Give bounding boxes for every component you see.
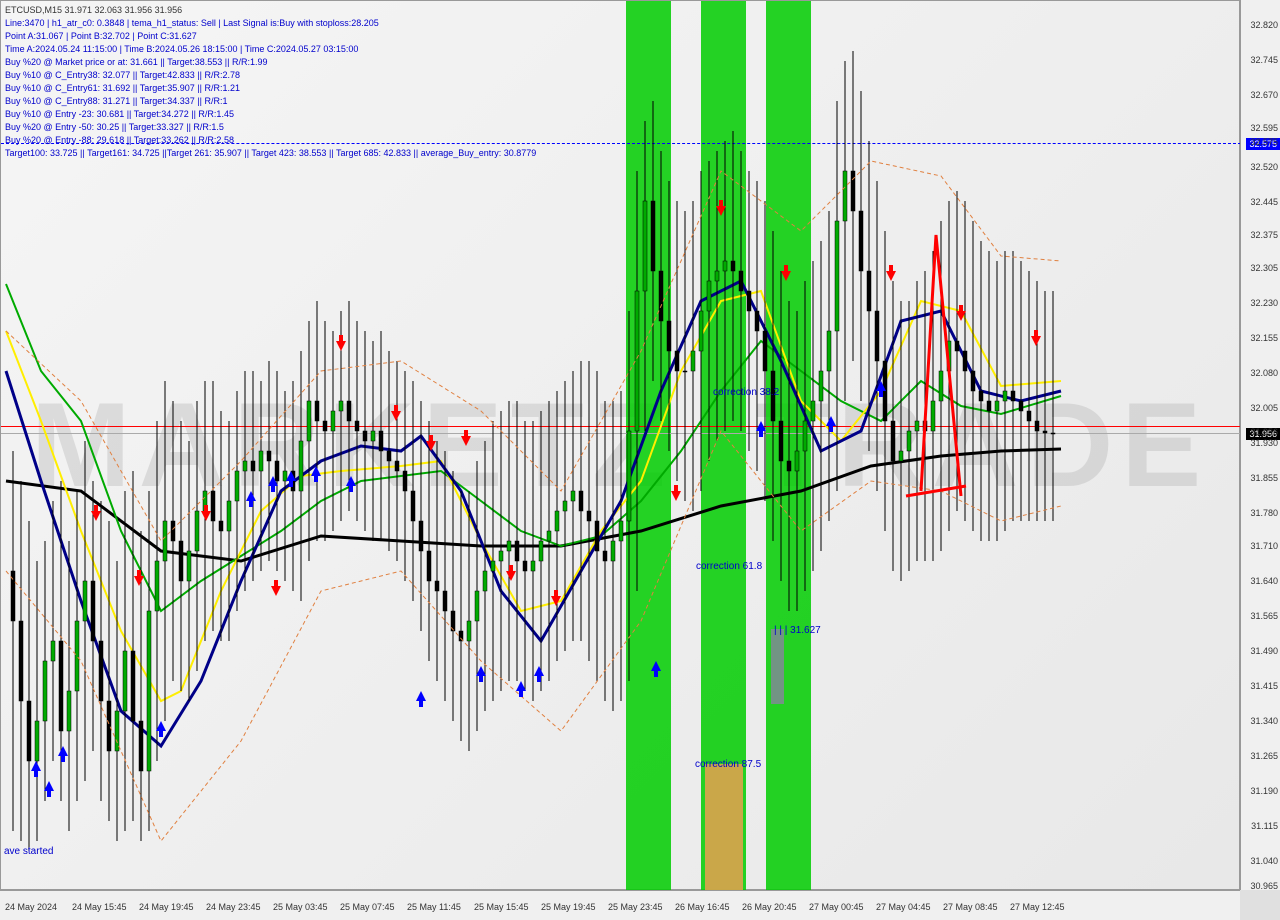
price-tick: 31.640 — [1250, 576, 1278, 586]
price-tick: 32.820 — [1250, 20, 1278, 30]
time-tick: 25 May 11:45 — [407, 902, 461, 912]
status-text: ave started — [4, 846, 53, 857]
price-tick: 30.965 — [1250, 881, 1278, 891]
price-tick: 32.575 — [1250, 137, 1278, 147]
price-tick: 32.375 — [1250, 230, 1278, 240]
info-line-2: Point A:31.067 | Point B:32.702 | Point … — [5, 31, 197, 41]
price-tick: 32.670 — [1250, 90, 1278, 100]
time-tick: 24 May 2024 — [5, 902, 57, 912]
price-tick: 32.745 — [1250, 55, 1278, 65]
green-band-2 — [701, 1, 746, 891]
hline-red — [1, 426, 1241, 427]
annot-corr618: correction 61.8 — [696, 561, 762, 572]
annot-pointc: | | | 31.627 — [774, 625, 821, 636]
price-tick: 31.040 — [1250, 856, 1278, 866]
time-tick: 27 May 00:45 — [809, 902, 864, 912]
price-tick: 31.415 — [1250, 681, 1278, 691]
time-tick: 24 May 19:45 — [139, 902, 194, 912]
price-tick: 32.520 — [1250, 162, 1278, 172]
annot-corr382: correction 38.2 — [713, 387, 779, 398]
time-tick: 27 May 04:45 — [876, 902, 931, 912]
chart-panel[interactable]: MARKETZ TRADE ETCUSD,M15 31.971 32.063 3… — [0, 0, 1240, 890]
price-tick: 32.230 — [1250, 298, 1278, 308]
hline-gray — [1, 433, 1241, 434]
price-tick: 31.265 — [1250, 751, 1278, 761]
info-line-11: Target100: 33.725 || Target161: 34.725 |… — [5, 148, 536, 158]
price-tick: 31.956 — [1250, 427, 1278, 437]
watermark: MARKETZ TRADE — [31, 376, 1210, 514]
price-tick: 31.710 — [1250, 541, 1278, 551]
price-tick: 31.340 — [1250, 716, 1278, 726]
price-tick: 32.155 — [1250, 333, 1278, 343]
orange-band — [705, 764, 743, 891]
info-line-10: Buy %20 @ Entry -88: 29.618 || Target:33… — [5, 135, 234, 145]
info-line-7: Buy %10 @ C_Entry88: 31.271 || Target:34… — [5, 96, 227, 106]
time-tick: 25 May 19:45 — [541, 902, 596, 912]
info-line-4: Buy %20 @ Market price or at: 31.661 || … — [5, 57, 267, 67]
green-band-1 — [626, 1, 671, 891]
info-line-9: Buy %20 @ Entry -50: 30.25 || Target:33.… — [5, 122, 224, 132]
info-line-3: Time A:2024.05.24 11:15:00 | Time B:2024… — [5, 44, 358, 54]
price-tick: 31.565 — [1250, 611, 1278, 621]
price-tick: 31.490 — [1250, 646, 1278, 656]
time-tick: 25 May 15:45 — [474, 902, 529, 912]
time-axis: 24 May 2024 24 May 15:45 24 May 19:45 24 Ma… — [0, 890, 1240, 920]
time-tick: 25 May 07:45 — [340, 902, 395, 912]
price-tick: 31.855 — [1250, 473, 1278, 483]
price-tick: 31.780 — [1250, 508, 1278, 518]
info-line-8: Buy %10 @ Entry -23: 30.681 || Target:34… — [5, 109, 234, 119]
price-tick: 32.305 — [1250, 263, 1278, 273]
symbol-label: ETCUSD,M15 31.971 32.063 31.956 31.956 — [5, 5, 182, 15]
time-tick: 26 May 20:45 — [742, 902, 797, 912]
info-line-5: Buy %10 @ C_Entry38: 32.077 || Target:42… — [5, 70, 240, 80]
info-line-6: Buy %10 @ C_Entry61: 31.692 || Target:35… — [5, 83, 240, 93]
price-tick: 32.595 — [1250, 123, 1278, 133]
time-tick: 24 May 23:45 — [206, 902, 261, 912]
green-band-3 — [766, 1, 811, 891]
time-tick: 27 May 12:45 — [1010, 902, 1065, 912]
time-tick: 27 May 08:45 — [943, 902, 998, 912]
price-tick: 32.005 — [1250, 403, 1278, 413]
price-tick: 31.930 — [1250, 438, 1278, 448]
time-tick: 26 May 16:45 — [675, 902, 730, 912]
price-tick: 31.190 — [1250, 786, 1278, 796]
price-tick: 32.445 — [1250, 197, 1278, 207]
price-tick: 32.080 — [1250, 368, 1278, 378]
price-tick: 31.115 — [1251, 821, 1278, 831]
time-tick: 25 May 23:45 — [608, 902, 663, 912]
price-axis: 32.575 31.956 32.820 32.745 32.670 32.595 32… — [1240, 0, 1280, 890]
info-line-1: Line:3470 | h1_atr_c0: 0.3848 | tema_h1_… — [5, 18, 379, 28]
annot-corr875: correction 87.5 — [695, 759, 761, 770]
time-tick: 25 May 03:45 — [273, 902, 328, 912]
gray-band — [771, 629, 784, 704]
time-tick: 24 May 15:45 — [72, 902, 127, 912]
